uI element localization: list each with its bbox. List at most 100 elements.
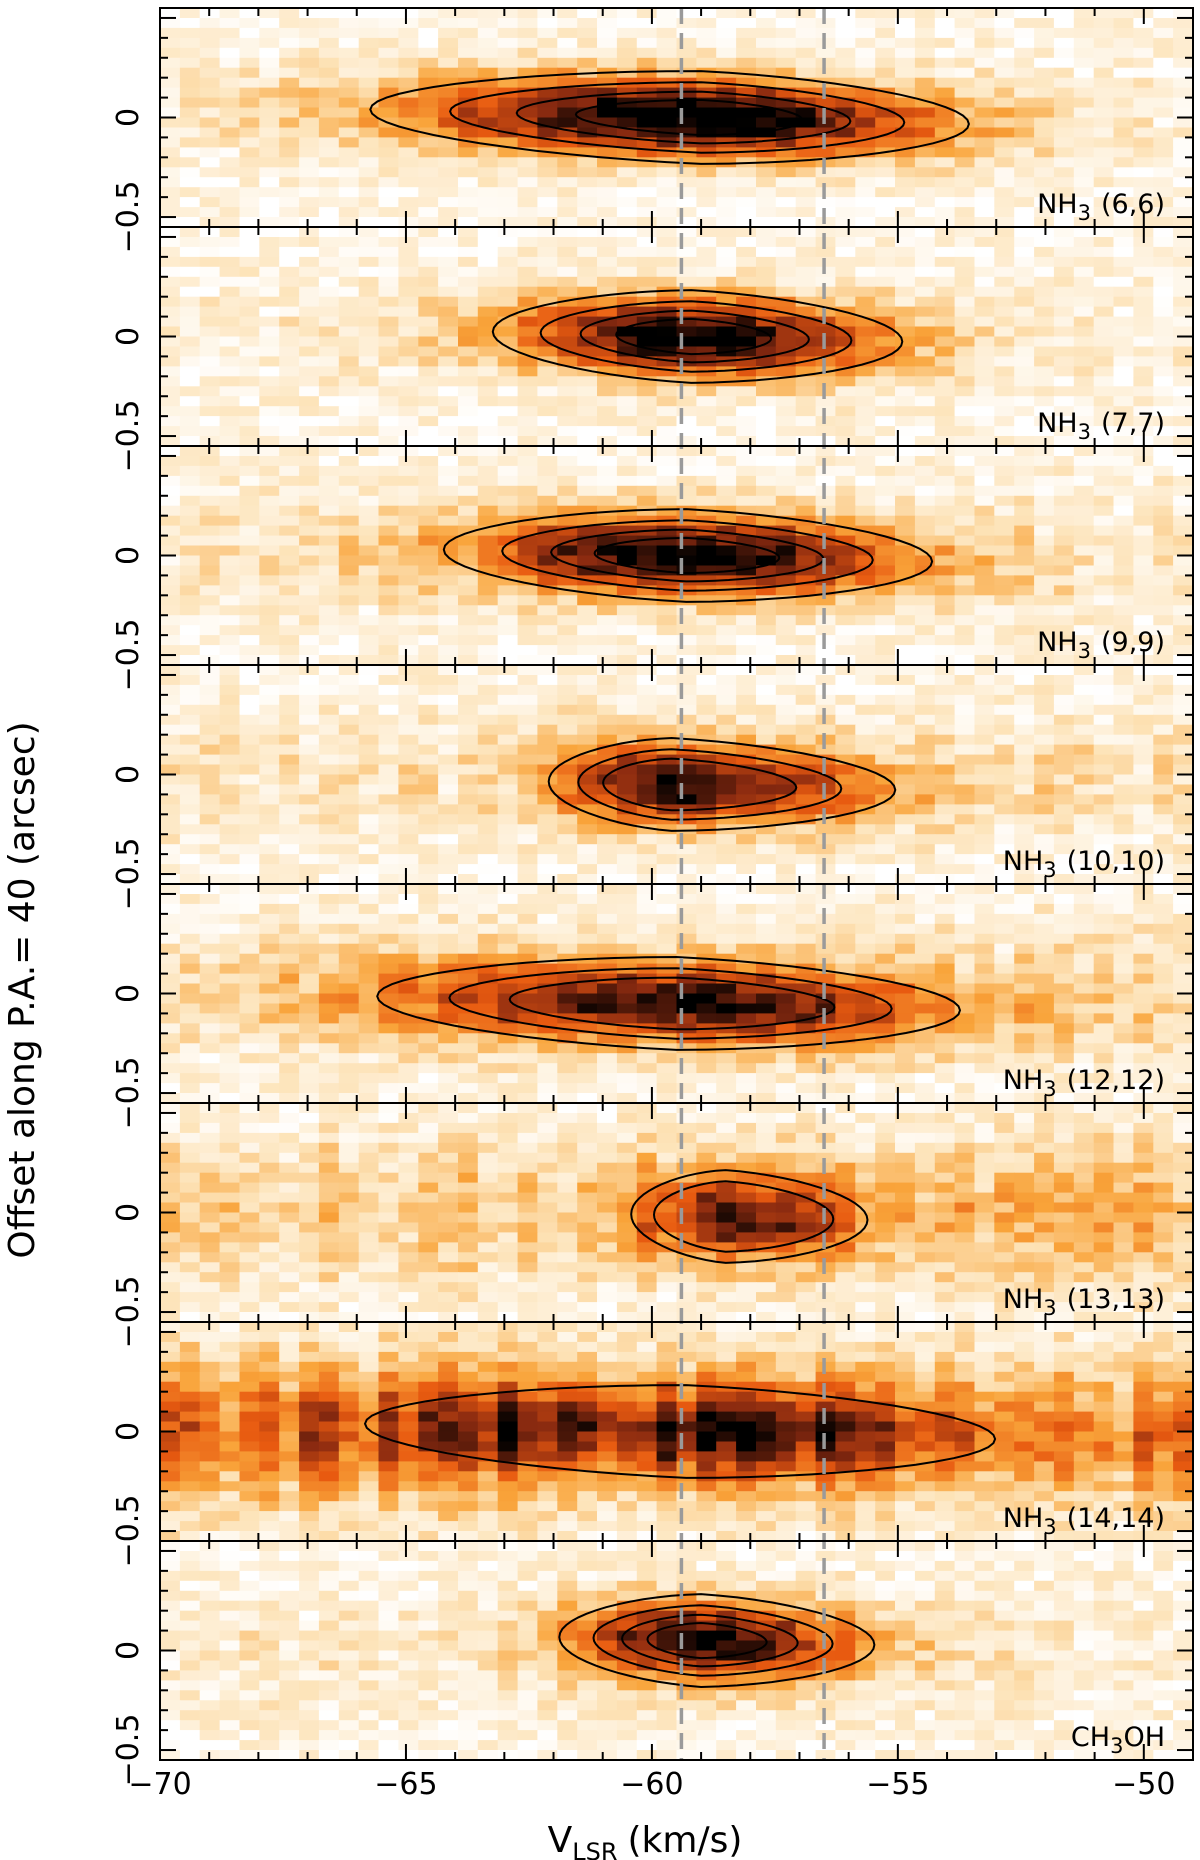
y-tick-label: 0	[111, 1641, 146, 1660]
y-tick-label: −0.5	[111, 838, 146, 911]
panel-label-subscript: 3	[1043, 1077, 1056, 1101]
panel-label-transition: (12,12)	[1067, 1065, 1165, 1096]
y-tick-label: 0	[111, 765, 146, 784]
contour-level-1	[592, 1604, 834, 1677]
panel-label-subscript: 3	[1078, 639, 1091, 663]
panel-contours-0	[369, 70, 970, 165]
panel-label-molecule: NH	[1003, 846, 1044, 877]
panel-label-1: NH3 (7,7)	[1037, 408, 1165, 444]
y-tick-label: −0.5	[111, 1276, 146, 1349]
panel-label-2: NH3 (9,9)	[1037, 627, 1165, 663]
panel-label-molecule: NH	[1003, 1065, 1044, 1096]
x-axis-title-subscript: LSR	[572, 1838, 617, 1860]
panel-heatmap-2	[160, 446, 1194, 666]
contour-level-0	[442, 508, 934, 603]
y-tick-label: 0	[111, 984, 146, 1003]
panel-label-transition: (6,6)	[1101, 189, 1165, 220]
contour-level-0	[376, 955, 962, 1051]
y-tick-label: 0	[111, 327, 146, 346]
contour-level-2	[508, 976, 836, 1031]
contour-level-3	[646, 1621, 768, 1660]
x-axis-title-main: V	[548, 1820, 573, 1860]
x-axis-title: VLSR (km/s)	[548, 1820, 743, 1860]
x-tick-label: −50	[1112, 1767, 1175, 1802]
panel-labels: 0−0.5 NH3 (6,6)0−0.5 NH3 (7,7)0−0.5 NH3 (9,9)0…	[111, 108, 1175, 1802]
contour-layer	[363, 70, 997, 1689]
panel-label-subscript: 3	[1078, 420, 1091, 444]
panel-label-subscript: 3	[1110, 1734, 1123, 1758]
y-tick-label: 0	[111, 546, 146, 565]
panel-heatmap-6	[160, 1322, 1194, 1542]
panel-label-7: CH3OH	[1071, 1722, 1165, 1758]
y-tick-label: −0.5	[111, 181, 146, 254]
contour-level-1	[448, 967, 893, 1040]
panel-heatmap-5	[160, 1103, 1194, 1323]
y-tick-label: −0.5	[111, 400, 146, 473]
x-tick-label: −55	[866, 1767, 929, 1802]
panel-heatmap-0	[160, 8, 1194, 228]
panel-label-transition: (7,7)	[1101, 408, 1165, 439]
panel-label-0: NH3 (6,6)	[1037, 189, 1165, 225]
panel-contours-5	[630, 1169, 869, 1264]
panel-label-subscript: 3	[1043, 858, 1056, 882]
contour-level-0	[558, 1593, 876, 1689]
contour-level-2	[621, 1613, 799, 1668]
panel-label-molecule: NH	[1003, 1284, 1044, 1315]
y-tick-label: 0	[111, 108, 146, 127]
contour-level-3	[574, 98, 804, 137]
contour-level-1	[539, 300, 853, 373]
contour-level-0	[363, 1384, 997, 1479]
panel-label-transition: (9,9)	[1101, 627, 1165, 658]
panel-label-transition: OH	[1123, 1722, 1165, 1753]
y-tick-label: −0.5	[111, 1057, 146, 1130]
x-tick-label: −70	[128, 1767, 191, 1802]
panel-label-subscript: 3	[1043, 1296, 1056, 1320]
y-axis-title: Offset along P.A.= 40 (arcsec)	[2, 721, 43, 1258]
panel-contours-1	[491, 289, 904, 384]
panel-label-molecule: NH	[1037, 408, 1078, 439]
contour-level-0	[369, 70, 970, 165]
panel-label-molecule: NH	[1037, 627, 1078, 658]
contour-level-1	[577, 748, 843, 821]
panel-contours-3	[547, 736, 897, 832]
y-tick-label: −0.5	[111, 619, 146, 692]
panel-label-5: NH3 (13,13)	[1003, 1284, 1165, 1320]
contour-level-0	[491, 289, 904, 384]
panel-label-molecule: CH	[1071, 1722, 1110, 1753]
panel-contours-6	[363, 1384, 997, 1479]
contour-level-3	[593, 536, 781, 575]
contour-level-1	[652, 1180, 835, 1253]
x-axis-title-unit: (km/s)	[628, 1820, 743, 1860]
panel-label-transition: (10,10)	[1067, 846, 1165, 877]
panel-heatmap-7	[160, 1541, 1194, 1761]
contour-level-3	[615, 317, 773, 356]
contour-level-1	[449, 81, 906, 154]
panel-label-transition: (13,13)	[1067, 1284, 1165, 1315]
panel-label-6: NH3 (14,14)	[1003, 1503, 1165, 1539]
contour-level-0	[547, 736, 897, 832]
contour-level-1	[501, 519, 874, 592]
x-tick-label: −60	[620, 1767, 683, 1802]
axis-ticks	[159, 8, 1194, 1760]
panel-contours-2	[442, 508, 934, 603]
y-tick-label: −0.5	[111, 1714, 146, 1787]
panel-label-molecule: NH	[1003, 1503, 1044, 1534]
panel-label-molecule: NH	[1037, 189, 1078, 220]
panel-label-transition: (14,14)	[1067, 1503, 1165, 1534]
x-tick-label: −65	[374, 1767, 437, 1802]
contour-level-2	[602, 757, 798, 812]
panel-label-4: NH3 (12,12)	[1003, 1065, 1165, 1101]
contour-level-0	[630, 1169, 869, 1264]
panel-contours-4	[376, 955, 962, 1051]
heatmap-layer	[160, 8, 1194, 1761]
contour-level-2	[579, 309, 810, 364]
panel-contours-7	[558, 1593, 876, 1689]
y-tick-label: 0	[111, 1203, 146, 1222]
contour-level-2	[515, 90, 852, 145]
y-tick-label: 0	[111, 1422, 146, 1441]
panel-label-subscript: 3	[1078, 201, 1091, 225]
y-tick-label: −0.5	[111, 1495, 146, 1568]
panel-label-3: NH3 (10,10)	[1003, 846, 1165, 882]
panel-heatmap-3	[160, 665, 1194, 885]
